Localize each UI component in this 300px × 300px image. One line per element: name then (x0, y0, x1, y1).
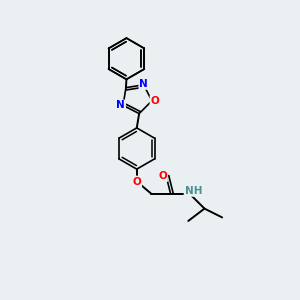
Text: O: O (158, 171, 167, 181)
Text: NH: NH (184, 186, 202, 196)
Text: N: N (139, 79, 148, 89)
Text: O: O (150, 96, 159, 106)
Text: O: O (132, 176, 141, 187)
Text: N: N (116, 100, 125, 110)
